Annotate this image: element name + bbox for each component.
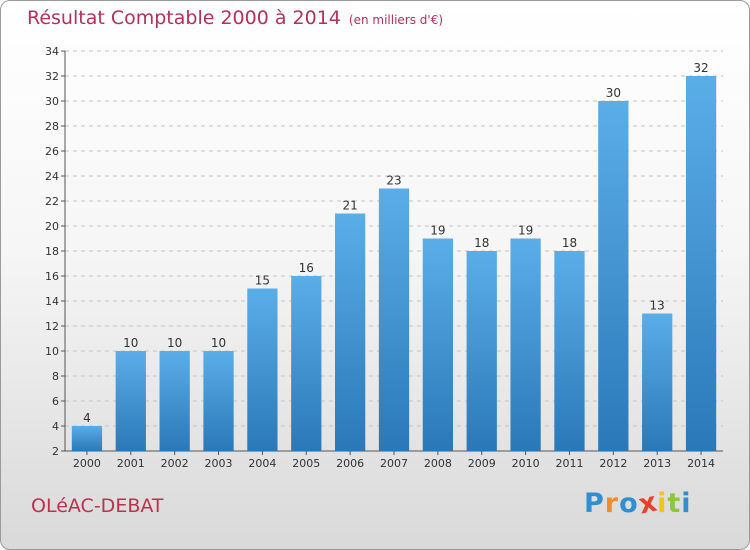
data-label: 18	[474, 236, 489, 250]
x-tick-label: 2005	[292, 457, 320, 470]
x-tick-label: 2014	[687, 457, 715, 470]
y-tick-label: 24	[45, 170, 59, 183]
x-tick-label: 2006	[336, 457, 364, 470]
commune-name: OLéAC-DEBAT	[31, 495, 164, 517]
x-tick-label: 2008	[424, 457, 452, 470]
y-tick-label: 32	[45, 70, 59, 83]
data-label: 32	[693, 61, 708, 75]
data-label: 21	[342, 199, 357, 213]
x-tick-label: 2013	[643, 457, 671, 470]
bar-2011	[554, 251, 585, 451]
y-tick-label: 26	[45, 145, 59, 158]
proxiti-logo[interactable]: Proxiti	[584, 486, 692, 520]
data-label: 16	[299, 261, 314, 275]
x-tick-label: 2010	[512, 457, 540, 470]
y-tick-label: 14	[45, 295, 59, 308]
chart-title: Résultat Comptable 2000 à 2014 (en millie…	[27, 7, 443, 29]
y-tick-label: 4	[52, 420, 59, 433]
x-tick-label: 2012	[599, 457, 627, 470]
y-tick-label: 6	[52, 395, 59, 408]
y-tick-label: 2	[52, 445, 59, 458]
y-tick-label: 18	[45, 245, 59, 258]
x-tick-label: 2011	[555, 457, 583, 470]
x-tick-label: 2000	[73, 457, 101, 470]
bar-2013	[642, 313, 673, 451]
data-label: 10	[167, 336, 182, 350]
y-tick-label: 22	[45, 195, 59, 208]
title-text: Résultat Comptable 2000 à 2014	[27, 7, 341, 29]
bar-2001	[115, 351, 146, 451]
data-label: 18	[562, 236, 577, 250]
bar-2003	[203, 351, 234, 451]
x-tick-label: 2003	[205, 457, 233, 470]
bar-2004	[247, 288, 278, 451]
y-tick-label: 16	[45, 270, 59, 283]
bar-2014	[685, 76, 717, 451]
y-tick-label: 20	[45, 220, 59, 233]
bars	[71, 76, 717, 451]
title-unit: (en milliers d'€)	[348, 13, 444, 27]
bar-2006	[334, 213, 366, 451]
y-tick-label: 30	[45, 95, 59, 108]
logo-letter: t	[667, 488, 682, 519]
x-tick-label: 2001	[117, 457, 145, 470]
data-label: 15	[255, 274, 270, 288]
logo-letter: o	[619, 488, 639, 519]
bar-2005	[291, 276, 322, 451]
bar-2009	[466, 251, 497, 451]
x-tick-label: 2004	[248, 457, 276, 470]
logo-letter: P	[584, 488, 605, 519]
y-tick-label: 8	[52, 370, 59, 383]
data-label: 30	[606, 86, 621, 100]
data-label: 13	[650, 299, 665, 313]
data-labels: 4 10 10 10 15 16 21 23 19 18 19 18 30 13 32	[83, 61, 709, 425]
data-label: 10	[123, 336, 138, 350]
x-tick-label: 2002	[161, 457, 189, 470]
data-label: 19	[430, 224, 445, 238]
bar-2000	[71, 426, 103, 451]
data-label: 10	[211, 336, 226, 350]
bar-2010	[510, 238, 541, 451]
logo-letter: i	[657, 488, 668, 519]
data-label: 19	[518, 224, 533, 238]
bar-2008	[422, 238, 454, 451]
bar-2002	[159, 351, 190, 451]
y-tick-label: 10	[45, 345, 59, 358]
logo-letter: r	[604, 488, 620, 519]
x-tick-label: 2007	[380, 457, 408, 470]
y-tick-label: 34	[45, 45, 59, 58]
bar-2012	[598, 101, 629, 451]
data-label: 23	[386, 174, 401, 188]
bar-2007	[378, 188, 410, 451]
x-tick-labels: 2000 2001 2002 2003 2004 2005 2006 2007 2008 2009…	[73, 457, 715, 470]
y-tick-label: 28	[45, 120, 59, 133]
y-tick-label: 12	[45, 320, 59, 333]
data-label: 4	[83, 411, 91, 425]
x-tick-label: 2009	[468, 457, 496, 470]
logo-letter: i	[681, 488, 692, 519]
